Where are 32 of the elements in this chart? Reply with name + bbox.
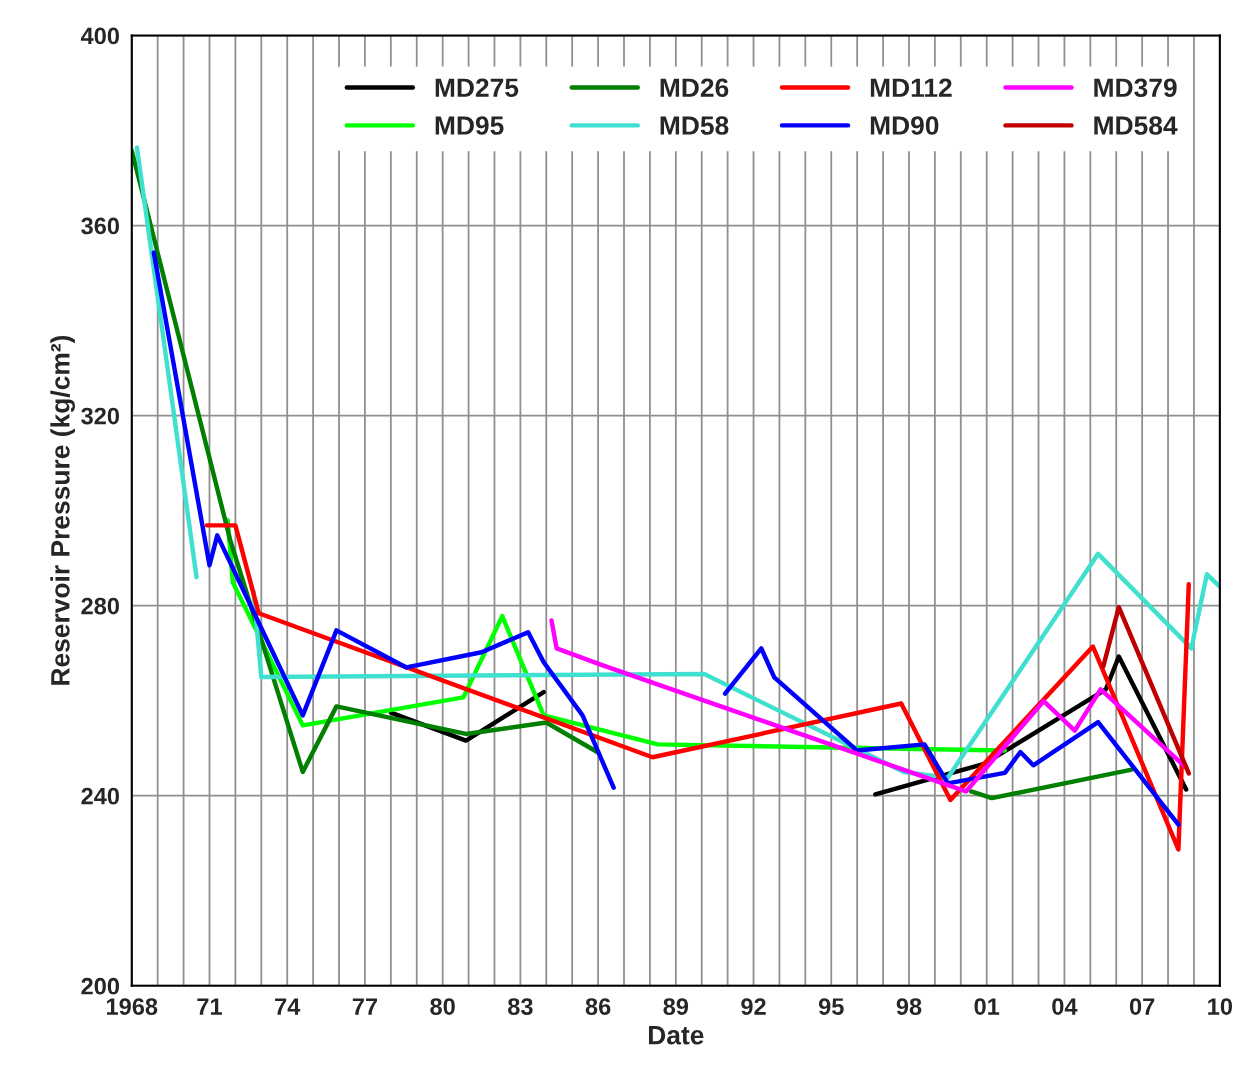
x-tick-label: 95 [818, 998, 844, 1015]
y-tick-label: 400 [80, 27, 120, 45]
legend-label: MD58 [660, 116, 729, 135]
x-tick-label: 1968 [107, 998, 158, 1015]
x-tick-label: 98 [896, 998, 922, 1015]
x-tick-label: 07 [1129, 998, 1155, 1015]
x-tick-label: 80 [430, 998, 455, 1015]
y-axis-title: Reservoir Pressure (kg/cm²) [50, 335, 76, 685]
x-tick-label: 86 [585, 998, 611, 1015]
y-tick-label: 200 [81, 977, 120, 995]
y-tick-label: 280 [81, 597, 120, 615]
line-series [204, 523, 1191, 852]
y-tick-label: 240 [81, 787, 120, 805]
legend-label: MD584 [1094, 116, 1178, 135]
legend-label: MD275 [435, 78, 519, 98]
x-tick-label: 92 [741, 998, 766, 1015]
x-tick-label: 74 [275, 998, 301, 1015]
x-tick-label: 89 [663, 998, 689, 1015]
y-tick-label: 360 [81, 217, 120, 235]
x-tick-label: 10 [1208, 998, 1233, 1015]
legend-label: MD112 [870, 78, 952, 97]
y-tick-label: 320 [81, 407, 120, 425]
x-tick-label: 77 [352, 998, 378, 1015]
legend-label: MD26 [660, 78, 729, 98]
x-tick-label: 83 [508, 998, 533, 1015]
legend-label: MD90 [870, 116, 939, 135]
x-tick-label: 71 [197, 998, 222, 1015]
legend-label: MD379 [1094, 78, 1177, 98]
x-tick-label: 01 [974, 998, 1000, 1015]
legend-label: MD95 [435, 116, 504, 135]
x-axis-title: Date [648, 1026, 704, 1045]
x-tick-label: 04 [1052, 998, 1078, 1015]
